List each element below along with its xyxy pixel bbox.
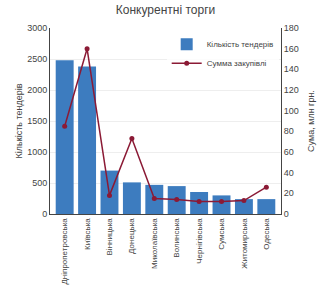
svg-text:140: 140 [284, 64, 299, 74]
svg-text:40: 40 [284, 168, 294, 178]
svg-text:1500: 1500 [27, 116, 47, 126]
svg-text:80: 80 [284, 126, 294, 136]
svg-text:3000: 3000 [27, 23, 47, 33]
svg-text:Кількість тендерів: Кількість тендерів [14, 83, 24, 158]
svg-text:160: 160 [284, 44, 299, 54]
svg-text:Конкурентні торги: Конкурентні торги [116, 3, 215, 17]
svg-text:Київська: Київська [83, 218, 92, 250]
svg-text:2000: 2000 [27, 85, 47, 95]
svg-text:Кількість тендерів: Кількість тендерів [207, 40, 274, 49]
svg-text:Чернігівська: Чернігівська [195, 218, 204, 264]
svg-text:0: 0 [284, 209, 289, 219]
svg-text:Дніпропетровська: Дніпропетровська [60, 218, 69, 285]
svg-text:Вінницька: Вінницька [105, 218, 114, 256]
svg-text:2500: 2500 [27, 54, 47, 64]
svg-text:Одеська: Одеська [262, 218, 271, 250]
svg-text:20: 20 [284, 188, 294, 198]
svg-text:Житомирська: Житомирська [240, 218, 249, 269]
svg-text:Сумська: Сумська [217, 218, 226, 250]
svg-text:Донецька: Донецька [127, 218, 136, 254]
svg-text:0: 0 [42, 209, 47, 219]
svg-text:Сумма закупівлі: Сумма закупівлі [207, 59, 267, 68]
svg-text:Волинська: Волинська [172, 218, 181, 258]
svg-text:Сума, млн грн.: Сума, млн грн. [306, 90, 316, 152]
svg-text:500: 500 [32, 178, 47, 188]
svg-text:60: 60 [284, 147, 294, 157]
svg-text:1000: 1000 [27, 147, 47, 157]
svg-text:Миколаївська: Миколаївська [150, 218, 159, 269]
svg-text:100: 100 [284, 106, 299, 116]
svg-text:120: 120 [284, 85, 299, 95]
svg-text:180: 180 [284, 23, 299, 33]
